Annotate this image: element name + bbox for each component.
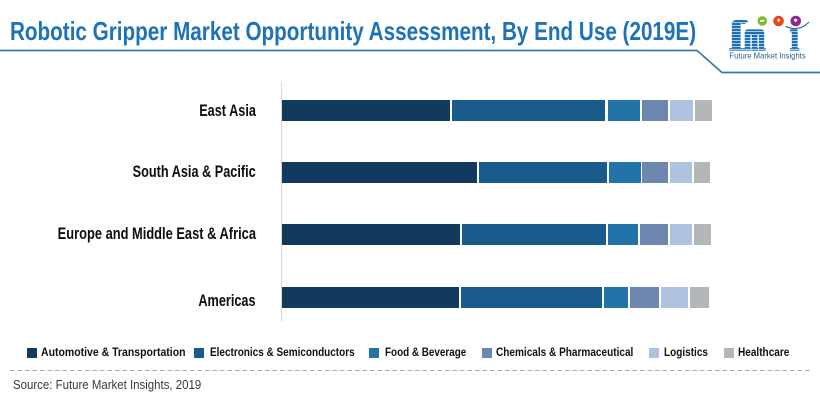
svg-text:Future Market Insights: Future Market Insights [729, 51, 805, 60]
